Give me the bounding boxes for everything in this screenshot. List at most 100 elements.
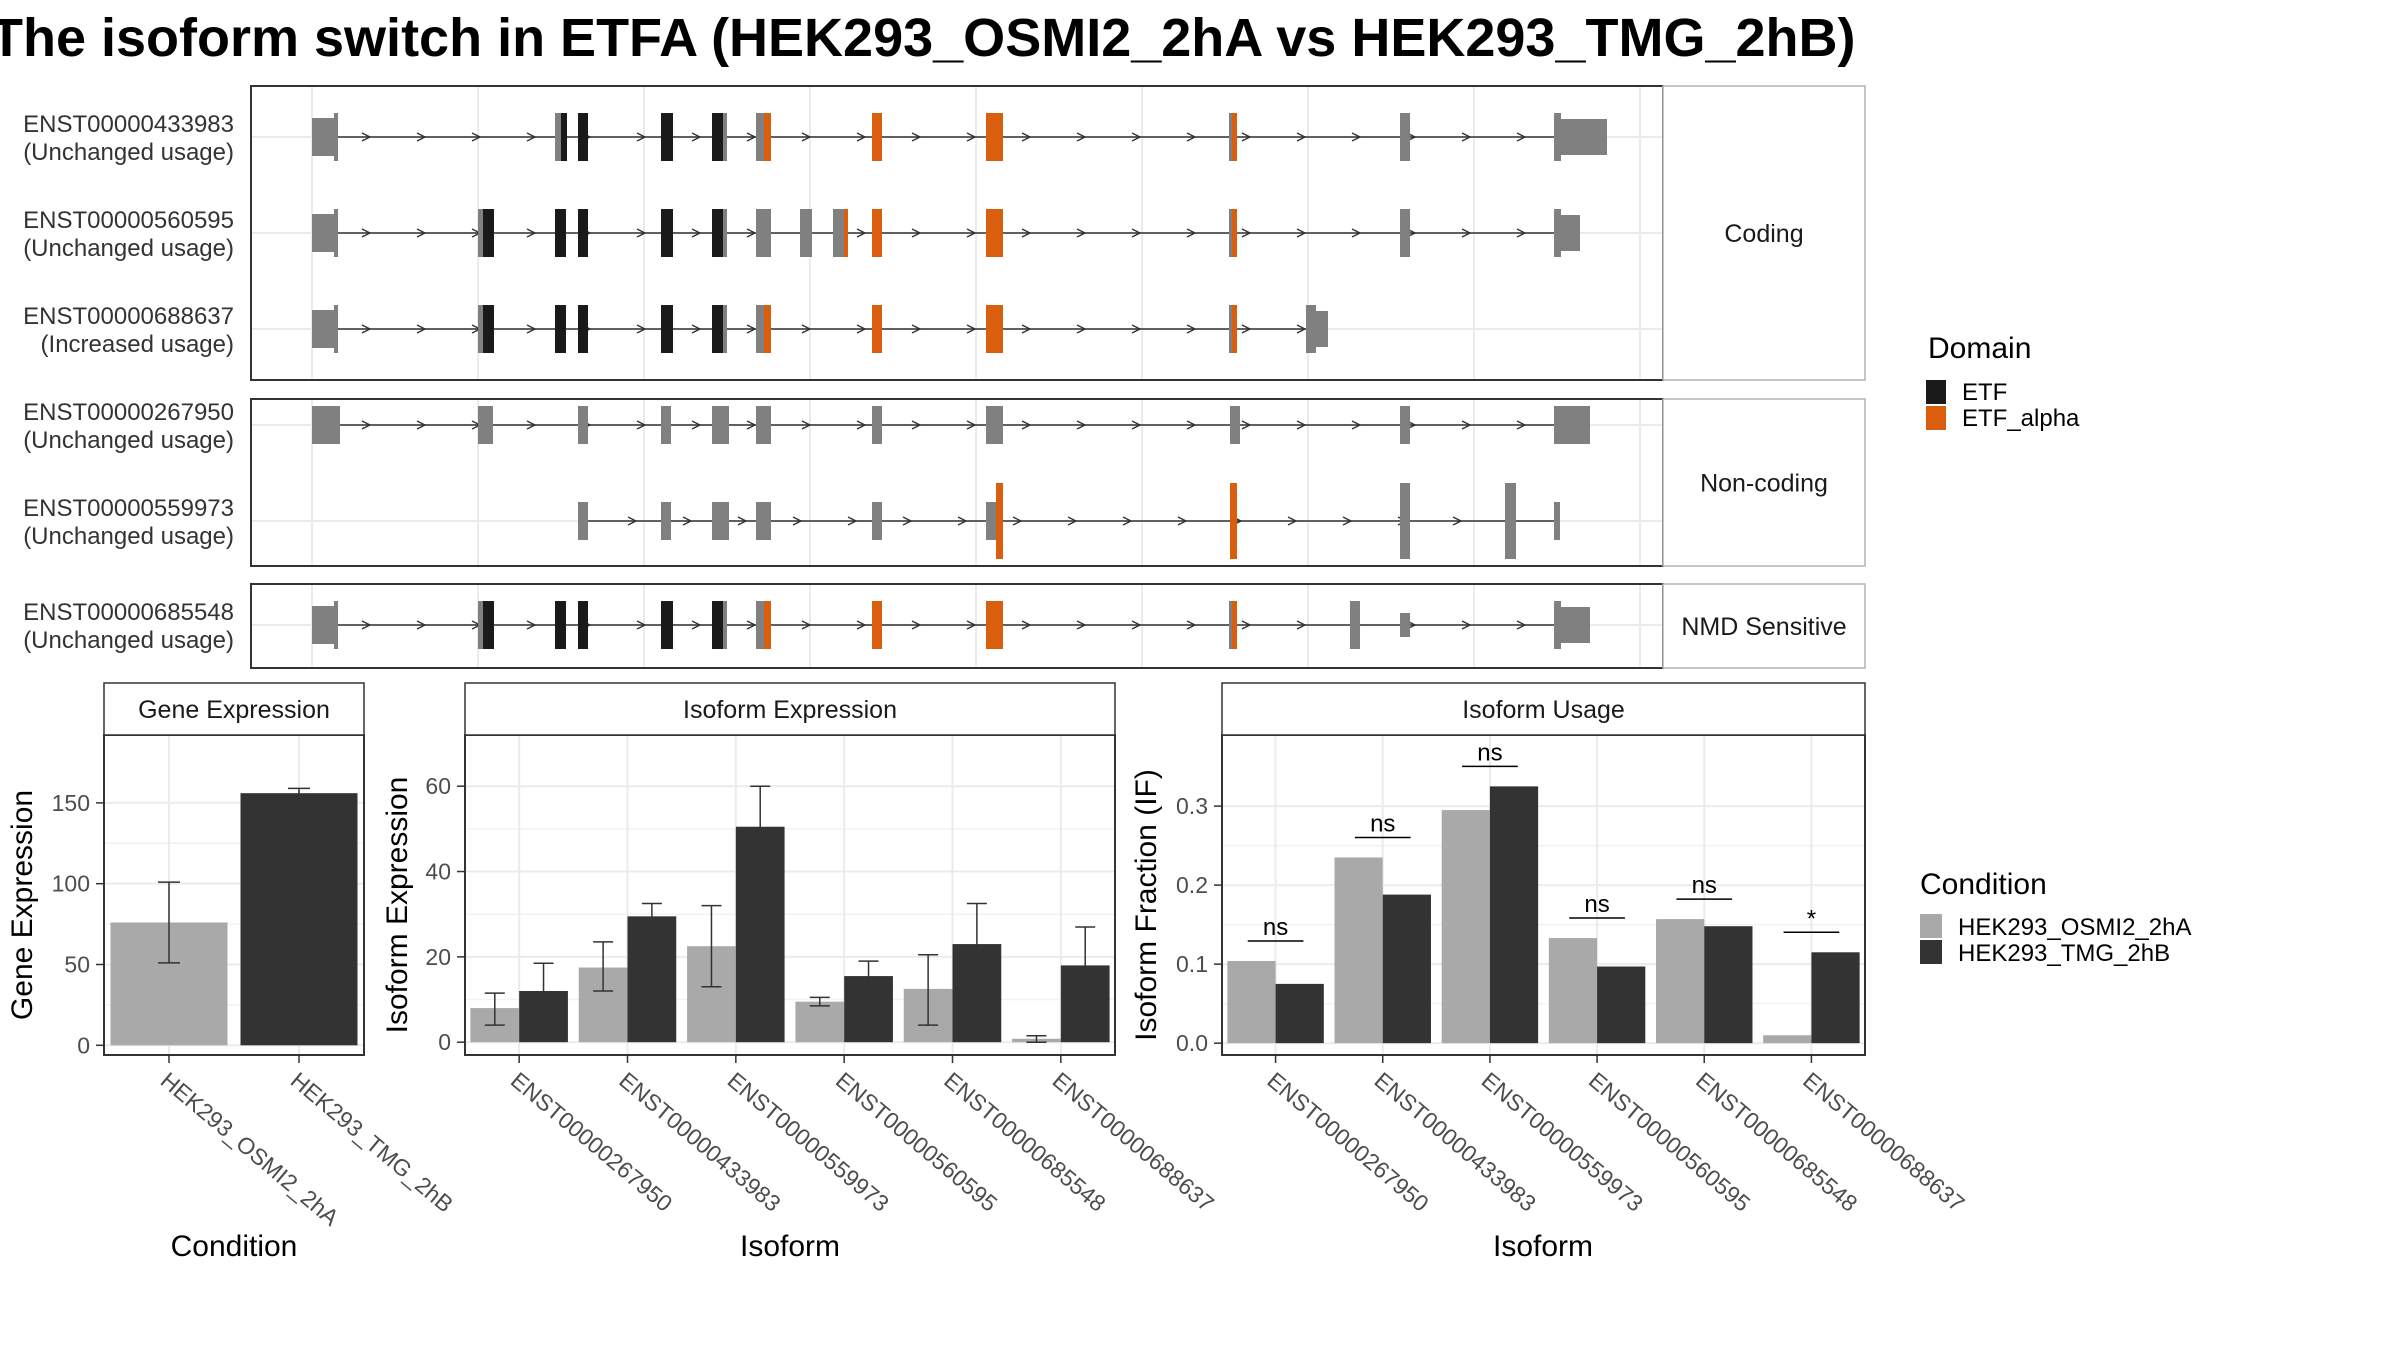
exon-exon-gray — [756, 406, 771, 444]
exon-exon-gray — [712, 406, 729, 444]
y-tick-label: 60 — [425, 773, 451, 799]
intron-direction-arrow — [1186, 228, 1197, 238]
bar-HEK293_OSMI2_2hA-ENST00000560595 — [795, 1001, 845, 1043]
intron-direction-arrow — [526, 228, 537, 238]
intron-direction-arrow — [1186, 620, 1197, 630]
intron-direction-arrow — [1076, 228, 1087, 238]
intron-direction-arrow — [966, 620, 977, 630]
intron-direction-arrow — [911, 228, 922, 238]
bar-HEK293_OSMI2_2hA-ENST00000685548 — [1656, 919, 1705, 1044]
intron-direction-arrow — [1461, 228, 1472, 238]
significance-label: ns — [1263, 914, 1288, 941]
exon-etf-alpha — [986, 601, 1003, 649]
intron-direction-arrow — [1241, 132, 1252, 142]
intron-direction-arrow — [1516, 228, 1527, 238]
intron-direction-arrow — [1296, 228, 1307, 238]
bar-HEK293_TMG_2hB-ENST00000685548 — [1704, 926, 1753, 1044]
exon-etf — [578, 113, 588, 161]
chart-strip-title: Isoform Expression — [683, 696, 897, 724]
y-tick-label: 40 — [425, 859, 451, 885]
y-tick-label: 100 — [52, 871, 90, 897]
intron-direction-arrow — [636, 132, 647, 142]
intron-direction-arrow — [691, 228, 702, 238]
intron-direction-arrow — [636, 228, 647, 238]
intron-direction-arrow — [1186, 324, 1197, 334]
intron-direction-arrow — [416, 620, 427, 630]
intron-direction-arrow — [691, 132, 702, 142]
exon-exon-gray — [712, 502, 729, 540]
intron-direction-arrow — [801, 420, 812, 430]
y-tick-label: 150 — [52, 790, 90, 816]
y-axis-title: Isoform Fraction (IF) — [1130, 769, 1163, 1041]
chart-strip — [464, 682, 1116, 736]
exon-exon-gray — [312, 118, 337, 156]
intron-direction-arrow — [526, 420, 537, 430]
intron-direction-arrow — [1461, 132, 1472, 142]
y-tick-label: 0 — [77, 1032, 90, 1058]
exon-exon-gray — [1316, 311, 1328, 347]
intron-direction-arrow — [361, 324, 372, 334]
exon-etf-alpha — [872, 209, 882, 257]
exon-exon-gray — [986, 502, 996, 540]
intron-direction-arrow — [856, 228, 867, 238]
exon-exon-gray — [723, 113, 727, 161]
intron-direction-arrow — [1131, 420, 1142, 430]
exon-exon-gray — [478, 305, 483, 353]
intron-direction-arrow — [911, 324, 922, 334]
exon-etf-alpha — [1230, 305, 1237, 353]
intron-direction-arrow — [1296, 324, 1307, 334]
exon-exon-gray — [478, 209, 483, 257]
exon-etf — [578, 305, 588, 353]
chart-strip-title: Gene Expression — [138, 696, 330, 724]
exon-exon-gray — [1400, 209, 1410, 257]
exon-exon-gray — [1230, 406, 1240, 444]
exon-etf — [578, 209, 588, 257]
exon-etf-alpha — [764, 305, 771, 353]
exon-etf — [712, 209, 723, 257]
intron-direction-arrow — [1021, 228, 1032, 238]
chart-panel-0: Gene Expression050100150HEK293_OSMI2_2hA… — [6, 682, 458, 1263]
condition-legend-label-b: HEK293_TMG_2hB — [1958, 940, 2170, 967]
transcript-usage-label: (Unchanged usage) — [23, 427, 234, 454]
exon-exon-gray — [1350, 601, 1360, 649]
chart-strip — [103, 682, 365, 736]
intron-direction-arrow — [746, 324, 757, 334]
intron-direction-arrow — [1186, 132, 1197, 142]
intron-direction-arrow — [1516, 420, 1527, 430]
exon-etf — [661, 601, 673, 649]
intron-direction-arrow — [1351, 132, 1362, 142]
bar-HEK293_TMG_2hB-ENST00000560595 — [1597, 966, 1646, 1044]
intron-direction-arrow — [801, 132, 812, 142]
domain-legend-title: Domain — [1928, 332, 2031, 365]
intron-direction-arrow — [682, 516, 693, 526]
intron-direction-arrow — [526, 324, 537, 334]
intron-direction-arrow — [1021, 132, 1032, 142]
transcript-id-label: ENST00000685548 — [23, 599, 234, 626]
y-tick-label: 0 — [438, 1029, 451, 1055]
bar-HEK293_TMG_2hB-ENST00000267950 — [1275, 983, 1324, 1044]
exon-exon-gray — [312, 214, 337, 252]
y-tick-label: 0.2 — [1176, 872, 1208, 898]
x-axis-title: Isoform — [1493, 1230, 1593, 1263]
intron-direction-arrow — [526, 132, 537, 142]
condition-legend-swatch-b — [1920, 940, 1942, 964]
intron-direction-arrow — [1021, 620, 1032, 630]
intron-direction-arrow — [1516, 132, 1527, 142]
intron-direction-arrow — [746, 620, 757, 630]
intron-direction-arrow — [911, 620, 922, 630]
intron-direction-arrow — [1131, 132, 1142, 142]
exon-etf — [483, 209, 494, 257]
intron-direction-arrow — [966, 228, 977, 238]
significance-label: ns — [1370, 810, 1395, 837]
intron-direction-arrow — [416, 228, 427, 238]
intron-direction-arrow — [856, 132, 867, 142]
bar-charts: Gene Expression050100150HEK293_OSMI2_2hA… — [6, 682, 1970, 1263]
bar-HEK293_OSMI2_2hA-ENST00000433983 — [1334, 857, 1383, 1044]
exon-exon-gray — [1561, 119, 1607, 155]
intron-direction-arrow — [737, 516, 748, 526]
y-axis-title: Gene Expression — [6, 790, 39, 1020]
exon-exon-gray — [334, 601, 338, 649]
transcript-usage-label: (Unchanged usage) — [23, 523, 234, 550]
intron-direction-arrow — [691, 620, 702, 630]
